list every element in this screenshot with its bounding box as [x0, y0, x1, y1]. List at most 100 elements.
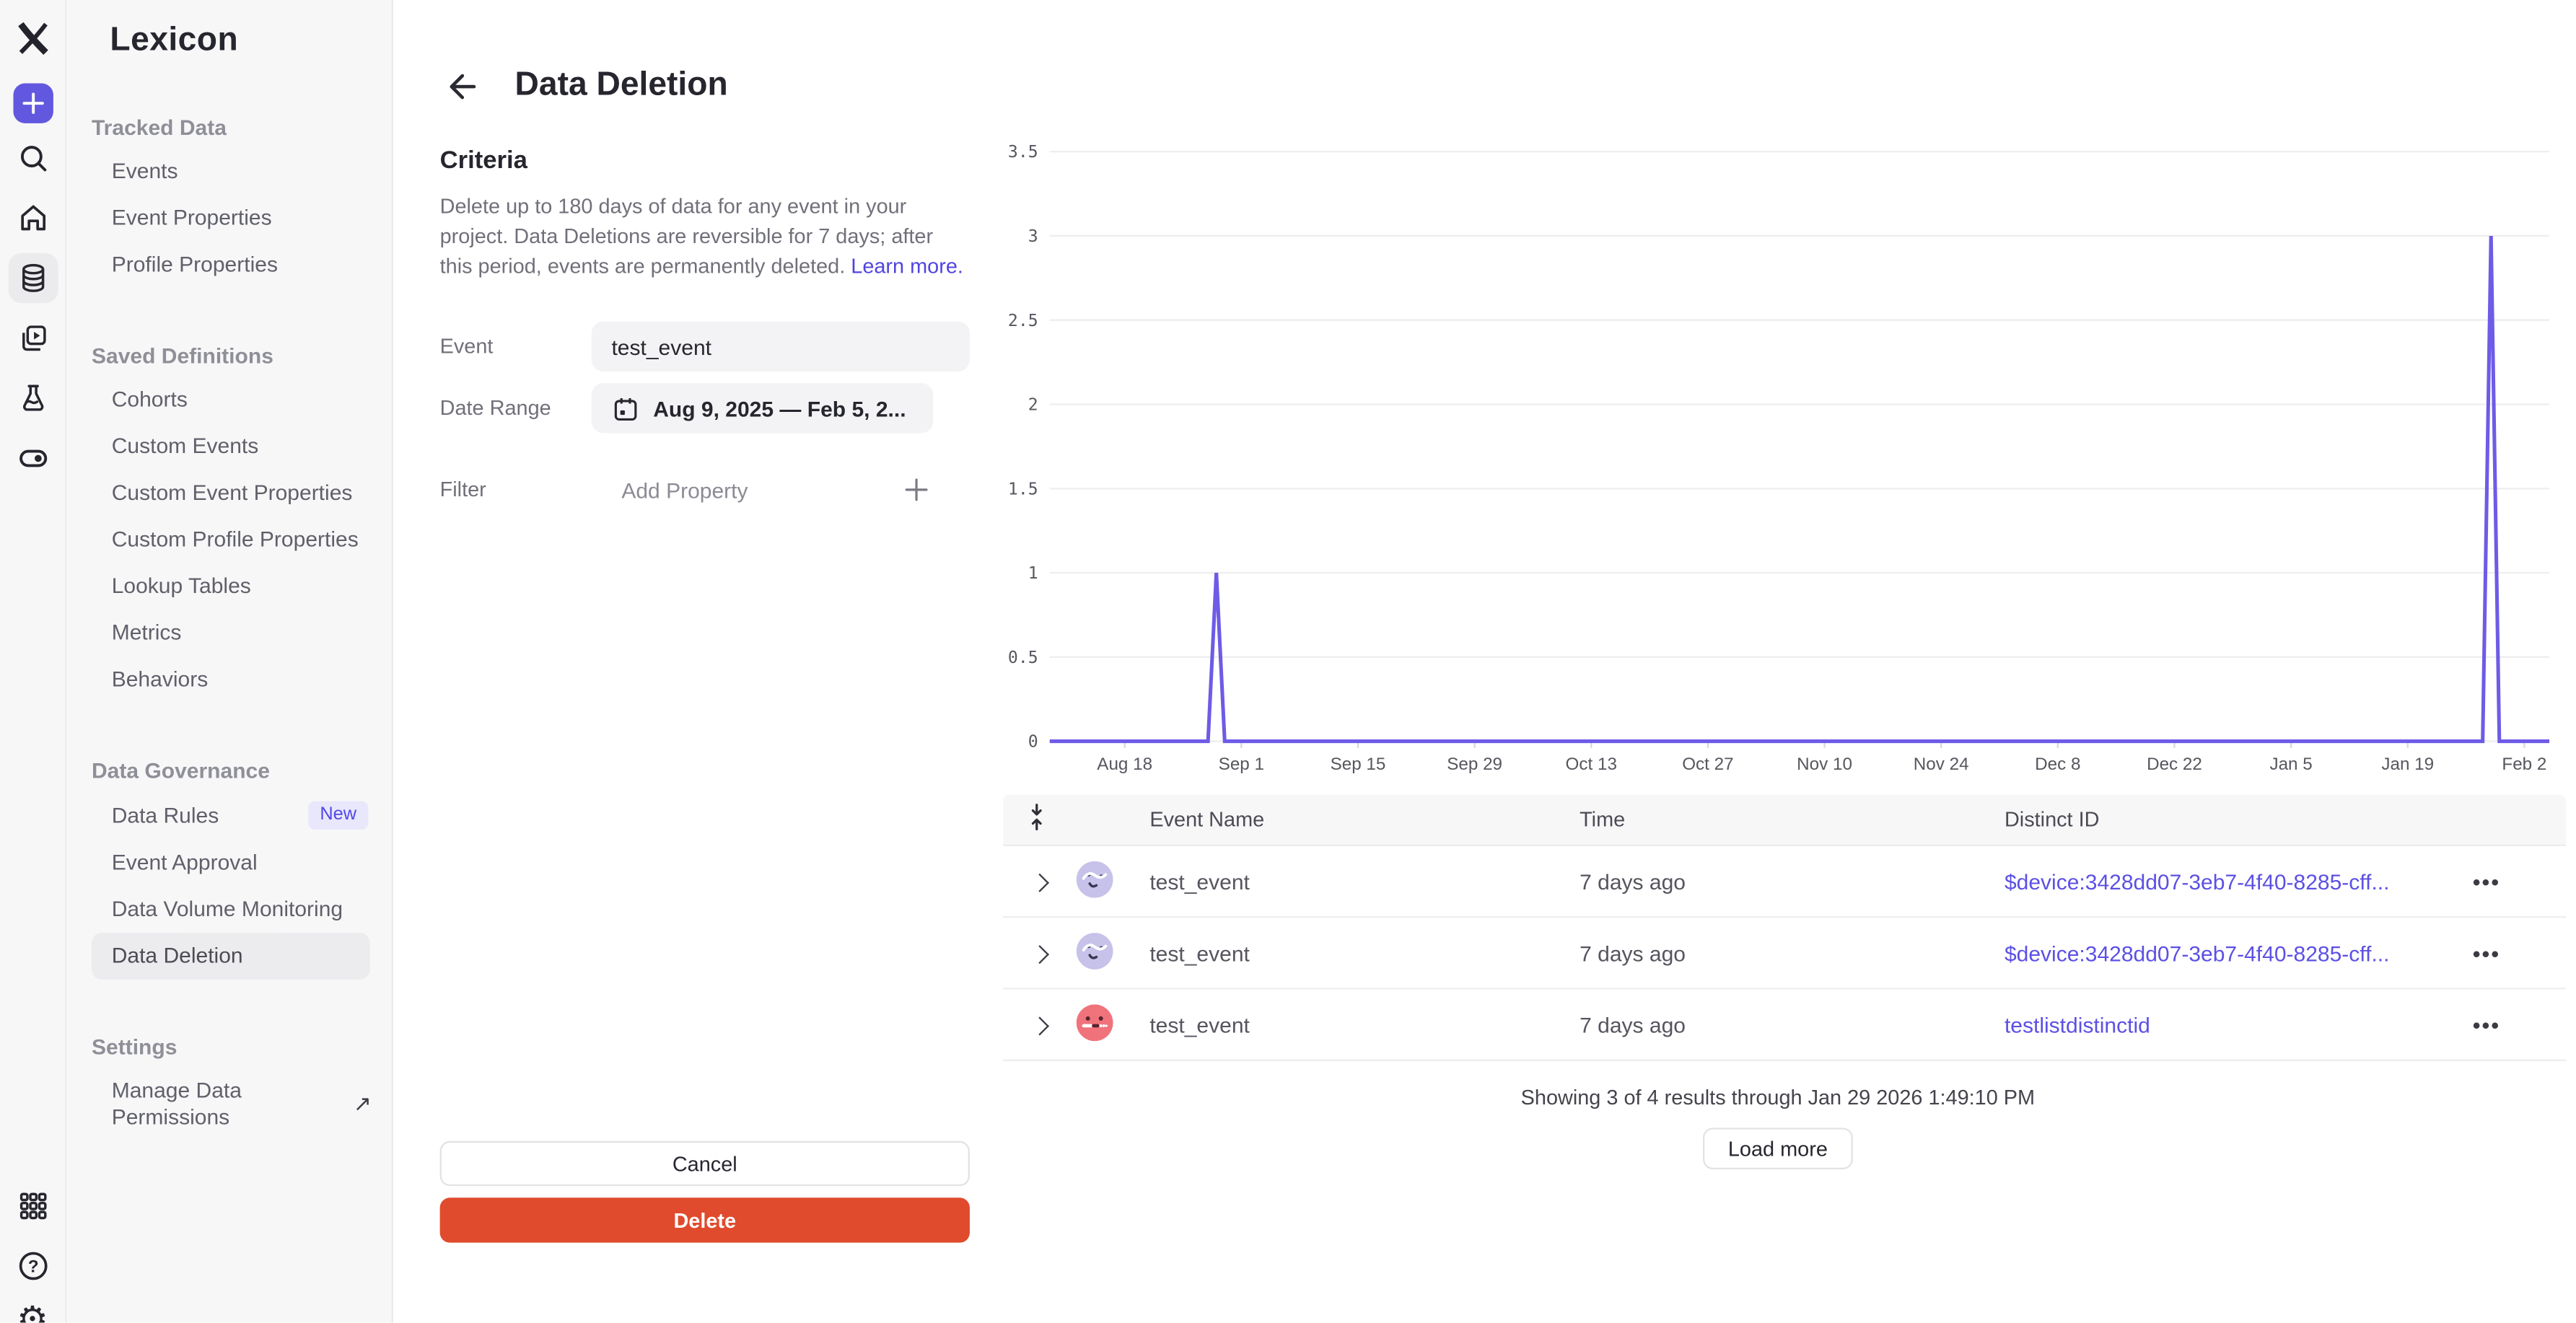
- sidebar-item-label: Cohorts: [111, 386, 188, 412]
- svg-text:Jan 5: Jan 5: [2269, 755, 2312, 774]
- svg-text:Feb 2: Feb 2: [2502, 755, 2546, 774]
- row-event-name: test_event: [1149, 1011, 1250, 1037]
- sidebar-item-label: Lookup Tables: [111, 573, 251, 598]
- date-range-label: Date Range: [439, 397, 551, 421]
- table-row[interactable]: test_event 7 days ago $device:3428dd07-3eb…: [1003, 918, 2567, 990]
- svg-text:Oct 13: Oct 13: [1566, 755, 1617, 774]
- row-distinct-id-link[interactable]: $device:3428dd07-3eb7-4f40-8285-cff...: [2004, 940, 2390, 966]
- sidebar-item-label: Custom Events: [111, 433, 259, 459]
- plus-icon: [903, 477, 930, 504]
- search-icon[interactable]: [7, 133, 57, 183]
- table-row[interactable]: test_event 7 days ago testlistdistinctid ••…: [1003, 989, 2567, 1061]
- sidebar-item-custom-events[interactable]: Custom Events: [66, 423, 391, 470]
- sidebar-item-profile-properties[interactable]: Profile Properties: [66, 242, 391, 289]
- svg-text:Nov 10: Nov 10: [1797, 755, 1852, 774]
- svg-text:1: 1: [1028, 564, 1038, 583]
- sidebar-item-data-volume-monitoring[interactable]: Data Volume Monitoring: [66, 886, 391, 933]
- sidebar-item-label: Data Rules: [111, 801, 219, 827]
- help-icon[interactable]: ?: [7, 1241, 57, 1291]
- sidebar-item-event-properties[interactable]: Event Properties: [66, 195, 391, 242]
- calendar-icon: [614, 397, 637, 421]
- delete-button[interactable]: Delete: [439, 1197, 970, 1243]
- app-title: Lexicon: [110, 22, 239, 58]
- row-time: 7 days ago: [1580, 1011, 1686, 1037]
- mixpanel-logo-icon[interactable]: [7, 17, 57, 60]
- plus-icon: [22, 92, 43, 114]
- sidebar-item-event-approval[interactable]: Event Approval: [66, 840, 391, 887]
- add-button[interactable]: [12, 83, 53, 123]
- experiments-flask-icon[interactable]: [7, 373, 57, 423]
- row-expand-button[interactable]: [1026, 941, 1076, 966]
- sidebar-item-data-rules[interactable]: Data Rules New: [66, 791, 391, 840]
- row-distinct-id-link[interactable]: testlistdistinctid: [2004, 1011, 2150, 1037]
- criteria-description-text: Delete up to 180 days of data for any ev…: [439, 195, 934, 279]
- boards-icon[interactable]: [7, 313, 57, 363]
- row-time: 7 days ago: [1580, 940, 1686, 966]
- results-table: Event Name Time Distinct ID test_event 7 …: [1003, 794, 2567, 1061]
- learn-more-link[interactable]: Learn more.: [851, 255, 963, 279]
- table-header: Event Name Time Distinct ID: [1003, 794, 2567, 847]
- sidebar-item-behaviors[interactable]: Behaviors: [66, 656, 391, 703]
- results-panel: 0 0.5 1 1.5 2 2.5 3 3.5 Aug 18 Sep 1 Sep 15 Sep 29 O…: [990, 105, 2567, 1322]
- column-time[interactable]: Time: [1580, 807, 1626, 832]
- date-range-button[interactable]: Aug 9, 2025 — Feb 5, 2...: [591, 383, 933, 434]
- svg-text:?: ?: [27, 1257, 38, 1277]
- add-property-button[interactable]: Add Property: [592, 467, 970, 514]
- row-expand-button[interactable]: [1026, 1012, 1076, 1037]
- sidebar-item-data-deletion[interactable]: Data Deletion: [92, 933, 370, 980]
- sidebar-item-manage-data-permissions[interactable]: Manage Data Permissions ↗: [66, 1068, 391, 1141]
- sidebar-item-lookup-tables[interactable]: Lookup Tables: [66, 563, 391, 610]
- svg-text:3.5: 3.5: [1008, 143, 1038, 162]
- sidebar-sections: Tracked Data Events Event Properties Profil…: [66, 115, 391, 1140]
- column-distinct-id[interactable]: Distinct ID: [2004, 807, 2100, 832]
- cancel-button[interactable]: Cancel: [439, 1140, 970, 1187]
- row-expand-button[interactable]: [1026, 869, 1076, 894]
- back-button[interactable]: [443, 68, 480, 105]
- svg-text:Nov 24: Nov 24: [1914, 755, 1969, 774]
- events-line-chart: 0 0.5 1 1.5 2 2.5 3 3.5 Aug 18 Sep 1 Sep 15 Sep 29 O…: [990, 139, 2566, 785]
- svg-text:Sep 15: Sep 15: [1331, 755, 1386, 774]
- row-menu-button[interactable]: •••: [2473, 1012, 2566, 1037]
- chevron-right-icon: [1030, 872, 1049, 892]
- new-badge: New: [308, 801, 369, 830]
- row-distinct-id-link[interactable]: $device:3428dd07-3eb7-4f40-8285-cff...: [2004, 869, 2390, 894]
- column-event-name[interactable]: Event Name: [1149, 807, 1265, 832]
- toggle-icon[interactable]: [7, 433, 57, 483]
- sidebar-section-settings: Settings: [92, 1034, 178, 1060]
- load-more-button[interactable]: Load more: [1703, 1128, 1853, 1170]
- sidebar-item-events[interactable]: Events: [66, 149, 391, 195]
- criteria-actions: Cancel Delete: [439, 1140, 970, 1243]
- sidebar-item-label: Event Properties: [111, 205, 272, 230]
- row-time: 7 days ago: [1580, 869, 1686, 894]
- sidebar-item-custom-event-properties[interactable]: Custom Event Properties: [66, 470, 391, 517]
- svg-text:3: 3: [1028, 227, 1038, 246]
- home-icon[interactable]: [7, 193, 57, 243]
- sidebar-item-label: Data Volume Monitoring: [111, 896, 343, 921]
- sort-icon[interactable]: [1026, 803, 1076, 836]
- sidebar-item-custom-profile-properties[interactable]: Custom Profile Properties: [66, 517, 391, 563]
- event-select[interactable]: test_event: [591, 322, 970, 372]
- settings-gear-icon[interactable]: ⚙: [17, 1301, 48, 1323]
- table-row[interactable]: test_event 7 days ago $device:3428dd07-3eb…: [1003, 846, 2567, 918]
- event-avatar-icon: [1076, 860, 1113, 897]
- page-header: Data Deletion: [393, 0, 2576, 105]
- table-body: test_event 7 days ago $device:3428dd07-3eb…: [1003, 846, 2567, 1061]
- row-avatar: [1076, 1003, 1150, 1045]
- apps-grid-icon[interactable]: [7, 1181, 57, 1231]
- sidebar-section-tracked-data: Tracked Data: [92, 115, 227, 140]
- sidebar-item-cohorts[interactable]: Cohorts: [66, 377, 391, 423]
- date-range-field-row: Date Range Aug 9, 2025 — Feb 5, 2...: [439, 383, 970, 434]
- row-menu-button[interactable]: •••: [2473, 941, 2566, 966]
- sidebar-item-label: Custom Event Properties: [111, 480, 353, 505]
- event-avatar-icon: [1076, 1003, 1113, 1041]
- chevron-right-icon: [1030, 1016, 1049, 1035]
- row-avatar: [1076, 931, 1150, 974]
- row-menu-button[interactable]: •••: [2473, 869, 2566, 894]
- lexicon-database-icon[interactable]: [7, 252, 58, 304]
- svg-text:1.5: 1.5: [1008, 480, 1038, 498]
- sidebar-item-metrics[interactable]: Metrics: [66, 610, 391, 656]
- svg-text:Oct 27: Oct 27: [1682, 755, 1733, 774]
- sidebar-item-label: Behaviors: [111, 666, 209, 692]
- icon-rail: ? ⚙: [0, 0, 67, 1323]
